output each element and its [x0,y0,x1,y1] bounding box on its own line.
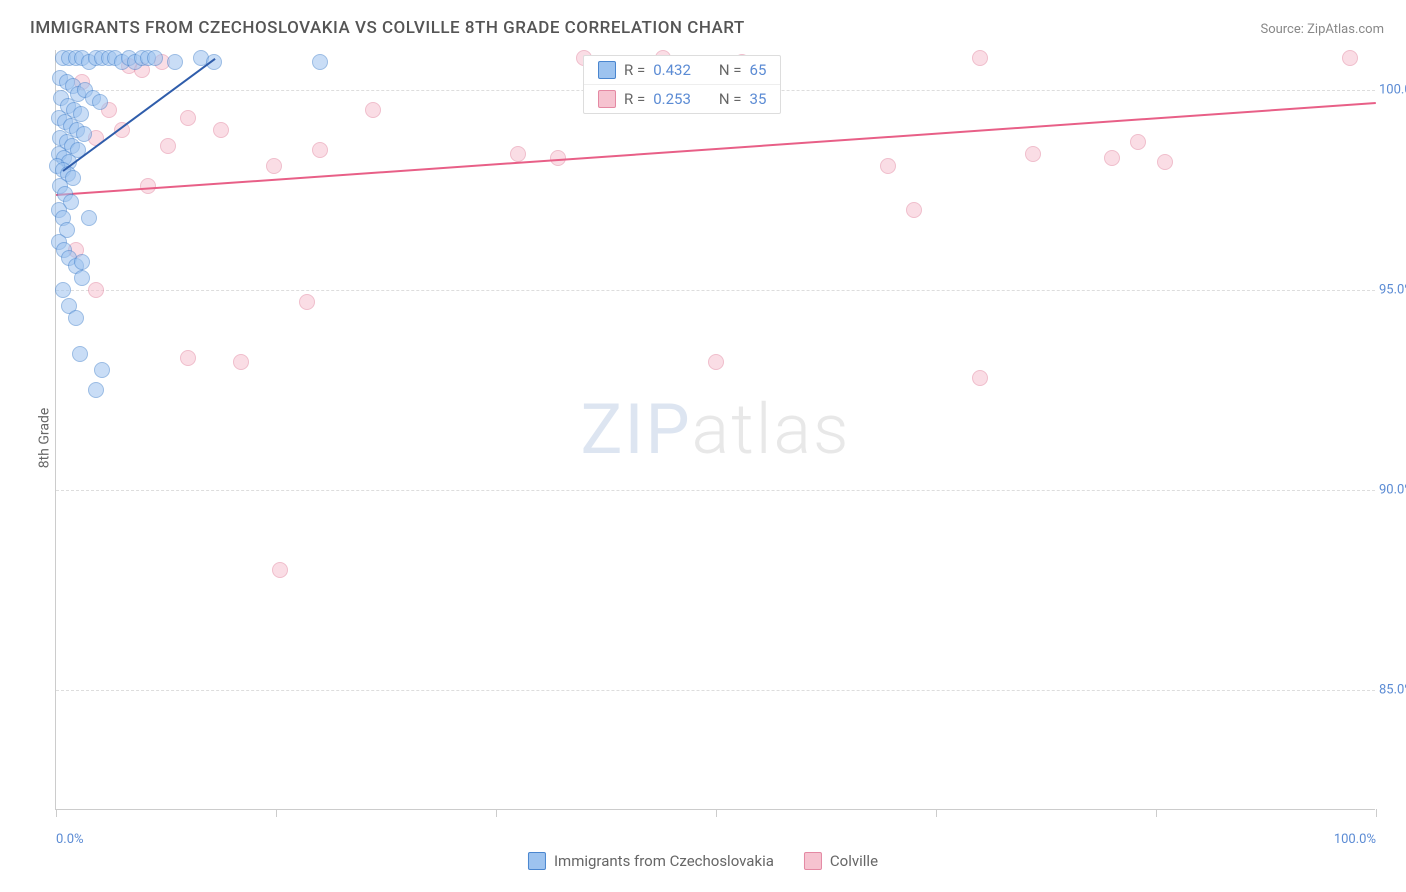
legend-swatch-series2 [804,852,822,870]
data-point [147,50,163,66]
legend-swatch [598,90,616,108]
y-tick-label: 100.0% [1379,83,1406,98]
legend-r-value: 0.432 [653,61,691,79]
legend-stat-row: R = 0.432 N = 65 [584,56,780,84]
x-tick-label: 100.0% [1334,832,1376,847]
gridline-h [56,290,1375,291]
data-point [74,270,90,286]
data-point [906,202,922,218]
data-point [1130,134,1146,150]
legend-stat-row: R = 0.253 N = 35 [584,84,780,113]
y-tick-label: 85.0% [1379,683,1406,698]
data-point [213,122,229,138]
data-point [1025,146,1041,162]
data-point [68,310,84,326]
data-point [880,158,896,174]
data-point [972,50,988,66]
data-point [160,138,176,154]
y-tick-label: 95.0% [1379,283,1406,298]
legend-swatch-series1 [528,852,546,870]
legend-n-value: 35 [750,90,767,108]
x-tick [716,809,717,817]
legend-top: R = 0.432 N = 65 R = 0.253 N = 35 [583,55,781,114]
data-point [180,110,196,126]
legend-r-label: R = [624,61,645,79]
legend-r-label: R = [624,90,645,108]
legend-n-value: 65 [750,61,767,79]
data-point [1342,50,1358,66]
gridline-h [56,490,1375,491]
watermark-zip: ZIP [581,389,692,471]
data-point [272,562,288,578]
chart-title: IMMIGRANTS FROM CZECHOSLOVAKIA VS COLVIL… [30,18,745,38]
data-point [74,254,90,270]
data-point [708,354,724,370]
data-point [1157,154,1173,170]
watermark-atlas: atlas [692,389,851,471]
x-tick [936,809,937,817]
data-point [72,346,88,362]
legend-item-series2: Colville [804,852,878,870]
source-label: Source: ZipAtlas.com [1260,22,1384,37]
data-point [94,362,110,378]
x-tick-label: 0.0% [56,832,84,847]
data-point [233,354,249,370]
trend-line [56,102,1376,196]
data-point [510,146,526,162]
legend-r-value: 0.253 [653,90,691,108]
legend-swatch [598,61,616,79]
data-point [88,382,104,398]
y-tick-label: 90.0% [1379,483,1406,498]
data-point [972,370,988,386]
data-point [92,94,108,110]
x-tick [496,809,497,817]
watermark: ZIPatlas [581,389,851,471]
x-tick [276,809,277,817]
legend-bottom: Immigrants from Czechoslovakia Colville [528,852,878,870]
data-point [81,210,97,226]
gridline-h [56,690,1375,691]
data-point [88,282,104,298]
legend-label-series2: Colville [830,852,878,870]
x-tick [56,809,57,817]
plot-area: ZIPatlas 85.0%90.0%95.0%100.0%0.0%100.0% [55,50,1375,810]
data-point [76,126,92,142]
x-tick [1376,809,1377,817]
legend-n-label: N = [719,90,742,108]
data-point [167,54,183,70]
data-point [365,102,381,118]
legend-n-label: N = [719,61,742,79]
data-point [180,350,196,366]
data-point [312,54,328,70]
data-point [140,178,156,194]
data-point [299,294,315,310]
data-point [55,282,71,298]
legend-label-series1: Immigrants from Czechoslovakia [554,852,774,870]
x-tick [1156,809,1157,817]
y-axis-label: 8th Grade [36,408,52,469]
data-point [1104,150,1120,166]
data-point [266,158,282,174]
legend-item-series1: Immigrants from Czechoslovakia [528,852,774,870]
data-point [312,142,328,158]
